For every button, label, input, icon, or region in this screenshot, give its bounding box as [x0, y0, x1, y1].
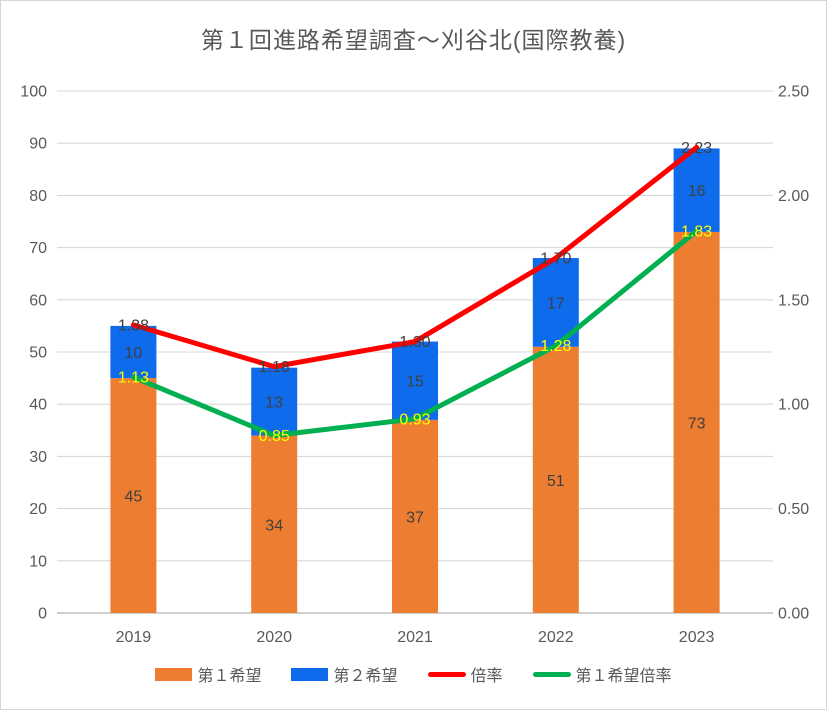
legend-item: 第１希望	[155, 662, 261, 686]
bar-segment	[110, 378, 157, 613]
legend-item: 第２希望	[291, 662, 398, 686]
bar-value-label: 34	[265, 517, 283, 534]
line-value-label: 1.18	[259, 359, 290, 376]
right-axis-tick: 0.00	[778, 606, 809, 623]
bar-segment	[251, 367, 298, 436]
bar-segment	[251, 435, 298, 613]
left-axis-tick: 40	[29, 397, 47, 414]
bar-value-label: 13	[265, 395, 283, 412]
bar-value-label: 73	[688, 415, 706, 432]
chart-legend: 第１希望 第２希望 倍率 第１希望倍率	[1, 662, 826, 686]
line-value-label: 0.93	[399, 411, 430, 428]
left-axis-tick: 70	[29, 240, 47, 257]
bar-value-label: 16	[688, 183, 706, 200]
x-axis-label: 2022	[538, 629, 574, 646]
right-axis-tick: 2.50	[778, 84, 809, 101]
chart-plot: 0 10 20 30 40 50 60 70 80 90 100 0.00 0.50 1.00 1.50 2.…	[20, 84, 809, 647]
x-axis-label: 2021	[397, 629, 433, 646]
left-axis-tick: 0	[38, 606, 47, 623]
bar-segment	[110, 325, 157, 379]
bar-segment	[673, 231, 720, 613]
chart-title: 第１回進路希望調査～刈谷北(国際教養)	[200, 27, 627, 53]
left-axis-tick: 20	[29, 501, 47, 518]
legend-item: 倍率	[427, 662, 503, 686]
legend-swatch	[155, 667, 193, 681]
right-axis-tick: 1.50	[778, 292, 809, 309]
line-value-label: 1.30	[399, 334, 430, 351]
line-value-label: 1.13	[118, 370, 149, 387]
ratio-line	[130, 228, 700, 439]
x-axis-label: 2019	[116, 629, 152, 646]
bar-segment	[392, 341, 438, 420]
left-axis-tick: 30	[29, 449, 47, 466]
bar-value-label: 17	[547, 295, 565, 312]
legend-label: 第２希望	[333, 668, 398, 685]
left-axis-tick: 100	[20, 84, 47, 101]
left-axis-tick: 90	[29, 136, 47, 153]
legend-swatch	[532, 671, 571, 677]
line-value-label: 0.85	[259, 428, 290, 445]
ratio-line	[130, 144, 700, 370]
bar-value-label: 10	[125, 345, 143, 362]
x-axis-label: 2023	[679, 629, 715, 646]
line-value-label: 1.28	[540, 338, 571, 355]
right-axis-tick: 2.00	[778, 188, 809, 205]
left-axis-tick: 50	[29, 345, 47, 362]
left-axis-tick: 10	[29, 553, 47, 570]
bar-value-label: 45	[125, 489, 143, 506]
bar-value-label: 51	[547, 473, 565, 490]
legend-label: 第１希望	[197, 668, 262, 685]
line-value-label: 1.83	[681, 223, 712, 240]
legend-swatch	[291, 667, 329, 681]
bar-segment	[392, 419, 438, 613]
legend-label: 第１希望倍率	[575, 668, 672, 685]
line-value-label: 2.23	[681, 140, 712, 157]
bar-value-label: 15	[406, 374, 424, 391]
left-axis-tick: 80	[29, 188, 47, 205]
legend-label: 倍率	[470, 668, 503, 685]
line-value-label: 1.38	[118, 317, 149, 334]
right-axis-tick: 0.50	[778, 501, 809, 518]
x-axis-label: 2020	[256, 629, 292, 646]
legend-swatch	[427, 671, 466, 677]
right-axis-tick: 1.00	[778, 397, 809, 414]
bar-value-label: 37	[406, 509, 424, 526]
legend-item: 第１希望倍率	[532, 662, 672, 686]
left-axis-tick: 60	[29, 292, 47, 309]
bar-segment	[532, 346, 579, 613]
line-value-label: 1.70	[540, 251, 571, 268]
